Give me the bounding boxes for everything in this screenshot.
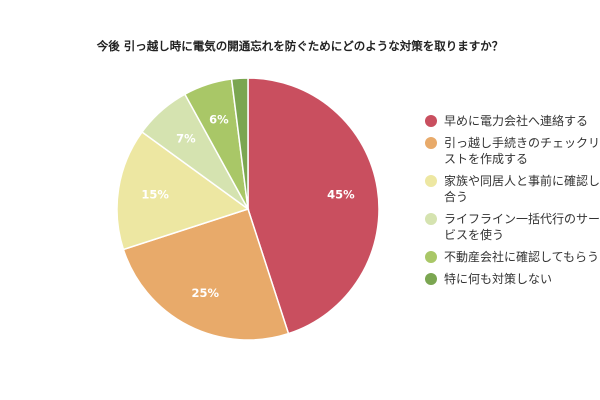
legend: 早めに電力会社へ連絡する引っ越し手続きのチェックリストを作成する 家族や同居人と事… xyxy=(424,113,600,293)
legend-marker xyxy=(425,251,437,263)
pie-slice-6 xyxy=(230,77,249,210)
legend-label: 家族や同居人と事前に確認し合う xyxy=(444,174,600,204)
data-label-2: 25% xyxy=(192,286,220,300)
legend-item-6: 特に何も対策しない xyxy=(424,271,600,287)
data-label-5: 6% xyxy=(209,113,229,127)
legend-marker xyxy=(425,137,437,149)
legend-marker xyxy=(425,213,437,225)
data-label-4: 7% xyxy=(176,131,196,145)
pie-slice-1 xyxy=(247,77,380,335)
legend-marker xyxy=(425,115,437,127)
legend-marker xyxy=(425,175,437,187)
legend-label: 引っ越し手続きのチェックリストを作成する xyxy=(444,136,600,166)
legend-label: 不動産会社に確認してもらう xyxy=(444,250,600,264)
pie-slice-3 xyxy=(116,130,250,251)
chart-title: 今後 引っ越し時に電気の開通忘れを防ぐためにどのような対策を取りますか？ xyxy=(96,39,504,53)
legend-item-5: 不動産会社に確認してもらう xyxy=(424,249,600,265)
legend-marker xyxy=(425,273,437,285)
legend-label: ライフライン一括代行のサービスを使う xyxy=(444,212,600,242)
data-label-1: 45% xyxy=(327,187,355,201)
data-label-3: 15% xyxy=(141,187,169,201)
legend-item-3: 家族や同居人と事前に確認し合う xyxy=(424,173,600,205)
pie-slice-2 xyxy=(122,208,290,341)
legend-label: 特に何も対策しない xyxy=(444,272,553,286)
legend-label: 早めに電力会社へ連絡する xyxy=(444,114,589,128)
legend-item-1: 早めに電力会社へ連絡する xyxy=(424,113,600,129)
legend-item-2: 引っ越し手続きのチェックリストを作成する xyxy=(424,135,600,167)
legend-item-4: ライフライン一括代行のサービスを使う xyxy=(424,211,600,243)
